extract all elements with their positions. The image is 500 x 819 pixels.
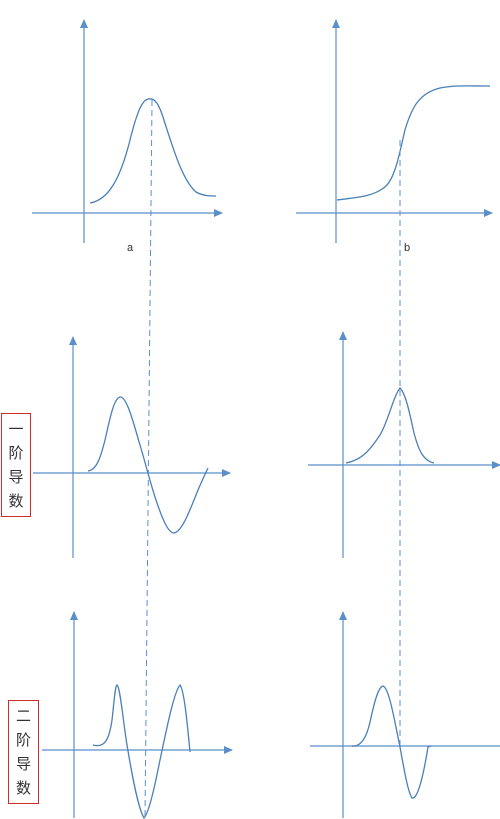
gaussian-second-derivative-curve: [92, 683, 191, 819]
first-derivative-char-3: 导: [8, 468, 24, 486]
first-derivative-char-1: 一: [8, 420, 24, 438]
second-derivative-char-1: 二: [15, 707, 31, 725]
sigmoid-second-derivative-curve: [351, 685, 432, 799]
first-derivative-sigmoid: [308, 331, 500, 558]
first-derivative-char-4: 数: [8, 492, 24, 510]
second-derivative-char-4: 数: [15, 779, 31, 797]
second-derivative-sigmoid: [310, 611, 500, 818]
panel-a-label: a: [127, 242, 134, 254]
second-derivative-gaussian: [42, 611, 233, 819]
second-derivative-char-2: 阶: [15, 731, 31, 749]
panel-b-sigmoid: [296, 19, 493, 243]
panel-b-label: b: [404, 242, 411, 254]
guide-line-gaussian-peak: [144, 99, 153, 819]
second-derivative-label-box: 二 阶 导 数: [8, 700, 39, 804]
sigmoid-curve: [336, 85, 491, 201]
panel-a-gaussian: [32, 19, 223, 243]
sigmoid-first-derivative-curve: [345, 387, 435, 464]
second-derivative-char-3: 导: [15, 755, 31, 773]
first-derivative-char-2: 阶: [8, 444, 24, 462]
gaussian-curve: [89, 98, 217, 204]
first-derivative-label-box: 一 阶 导 数: [1, 413, 31, 517]
first-derivative-gaussian: [33, 336, 231, 558]
